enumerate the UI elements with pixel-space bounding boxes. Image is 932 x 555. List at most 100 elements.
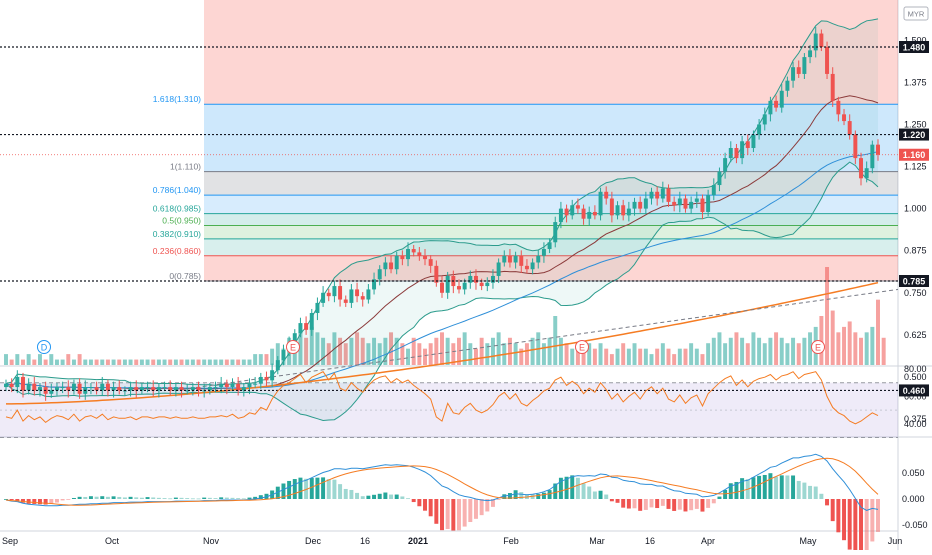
volume-bar bbox=[173, 359, 178, 365]
candle-body bbox=[490, 275, 495, 283]
macd-histogram-bar bbox=[728, 483, 733, 499]
volume-bar bbox=[604, 348, 609, 365]
macd-histogram-bar bbox=[660, 499, 665, 506]
candle-body bbox=[326, 292, 331, 297]
volume-bar bbox=[717, 332, 722, 365]
macd-histogram-bar bbox=[383, 492, 388, 499]
candle-body bbox=[372, 279, 377, 290]
macd-histogram-bar bbox=[553, 483, 558, 499]
volume-bar bbox=[791, 337, 796, 365]
macd-histogram-bar bbox=[247, 497, 252, 499]
volume-bar bbox=[779, 337, 784, 365]
candle-body bbox=[796, 67, 801, 74]
macd-histogram-bar bbox=[451, 499, 456, 531]
candle-body bbox=[802, 57, 807, 74]
candlestick-series bbox=[4, 26, 880, 401]
bollinger-bands bbox=[5, 18, 879, 422]
macd-histogram-bar bbox=[513, 490, 518, 499]
macd-histogram-bar bbox=[825, 499, 830, 506]
volume-bar bbox=[468, 343, 473, 365]
volume-bar bbox=[660, 343, 665, 365]
volume-bar bbox=[723, 343, 728, 365]
candle-body bbox=[366, 289, 371, 300]
time-axis-label: May bbox=[799, 536, 817, 546]
time-axis-label: Mar bbox=[589, 536, 605, 546]
macd-histogram-bar bbox=[77, 496, 82, 499]
macd-histogram-bar bbox=[440, 499, 444, 531]
volume-bar bbox=[100, 359, 105, 365]
candle-body bbox=[264, 376, 269, 381]
fib-zone bbox=[204, 255, 898, 282]
candle-body bbox=[321, 292, 326, 303]
candle-body bbox=[496, 262, 501, 276]
macd-histogram-bar bbox=[842, 499, 847, 541]
macd-histogram-bar bbox=[145, 497, 150, 499]
macd-histogram-bar bbox=[105, 496, 110, 499]
macd-histogram-bar bbox=[683, 499, 688, 512]
macd-histogram-bar bbox=[711, 499, 716, 504]
volume-bar bbox=[706, 343, 711, 365]
candle-body bbox=[507, 255, 512, 263]
macd-histogram-bar bbox=[128, 496, 133, 499]
time-axis-label: 16 bbox=[645, 536, 655, 546]
volume-bar bbox=[870, 326, 875, 365]
volume-bar bbox=[530, 337, 535, 365]
candle-body bbox=[428, 259, 433, 266]
macd-histogram-bar bbox=[734, 481, 739, 499]
volume-bar bbox=[258, 354, 263, 365]
macd-histogram-bar bbox=[666, 499, 671, 509]
macd-histogram-bar bbox=[558, 477, 563, 499]
volume-bar bbox=[774, 332, 779, 365]
price-axis-tick: 0.500 bbox=[904, 372, 927, 382]
horizontal-lines[interactable]: 1.480 1.220 0.785 0.460 1.160 bbox=[0, 41, 929, 397]
macd-histogram-bar bbox=[355, 492, 360, 499]
macd-histogram-bar bbox=[298, 477, 303, 499]
volume-bar bbox=[598, 343, 603, 365]
macd-histogram-bar bbox=[598, 490, 603, 499]
macd-histogram-bar bbox=[547, 490, 552, 499]
macd-histogram-bar bbox=[43, 499, 48, 505]
horizontal-line-label: 0.785 bbox=[903, 277, 926, 287]
candle-body bbox=[706, 195, 711, 212]
fib-zone bbox=[204, 104, 898, 172]
macd-histogram-bar bbox=[406, 498, 411, 500]
volume-bar bbox=[440, 332, 444, 365]
fib-level-label: 0.786(1.040) bbox=[153, 185, 201, 195]
macd-histogram-bar bbox=[4, 499, 8, 500]
candle-body bbox=[156, 387, 161, 391]
volume-bar bbox=[547, 337, 552, 365]
candle-body bbox=[847, 121, 852, 135]
volume-bar bbox=[4, 354, 8, 365]
candle-body bbox=[128, 387, 133, 391]
candle-body bbox=[332, 286, 337, 297]
candle-body bbox=[417, 252, 422, 256]
macd-histogram-bar bbox=[309, 478, 314, 499]
trendline[interactable] bbox=[174, 288, 899, 391]
earnings-marker bbox=[575, 340, 589, 354]
volume-bar bbox=[802, 337, 807, 365]
volume-bar bbox=[139, 359, 144, 365]
candle-body bbox=[94, 387, 99, 391]
macd-histogram-bar bbox=[241, 498, 246, 500]
macd-histogram-bar bbox=[411, 499, 416, 503]
fib-level-label: 0(0.785) bbox=[169, 271, 201, 281]
volume-bar bbox=[122, 359, 127, 365]
volume-bar bbox=[275, 343, 280, 365]
candle-body bbox=[185, 390, 190, 392]
volume-bar bbox=[473, 348, 478, 365]
candle-body bbox=[77, 383, 82, 394]
candle-body bbox=[728, 148, 733, 159]
volume-bar bbox=[615, 348, 620, 365]
candle-body bbox=[598, 191, 603, 216]
fibonacci-retracement[interactable]: 2.618(1.635)1.618(1.310)1(1.110)0.786(1.… bbox=[153, 0, 898, 282]
macd-histogram-bar bbox=[207, 497, 212, 499]
macd-histogram-bar bbox=[349, 489, 354, 499]
candle-body bbox=[100, 383, 105, 391]
macd-histogram-bar bbox=[360, 496, 365, 499]
volume-bar bbox=[77, 354, 82, 365]
volume-bar bbox=[270, 348, 275, 365]
macd-histogram-bar bbox=[281, 483, 286, 499]
candle-body bbox=[298, 323, 303, 334]
